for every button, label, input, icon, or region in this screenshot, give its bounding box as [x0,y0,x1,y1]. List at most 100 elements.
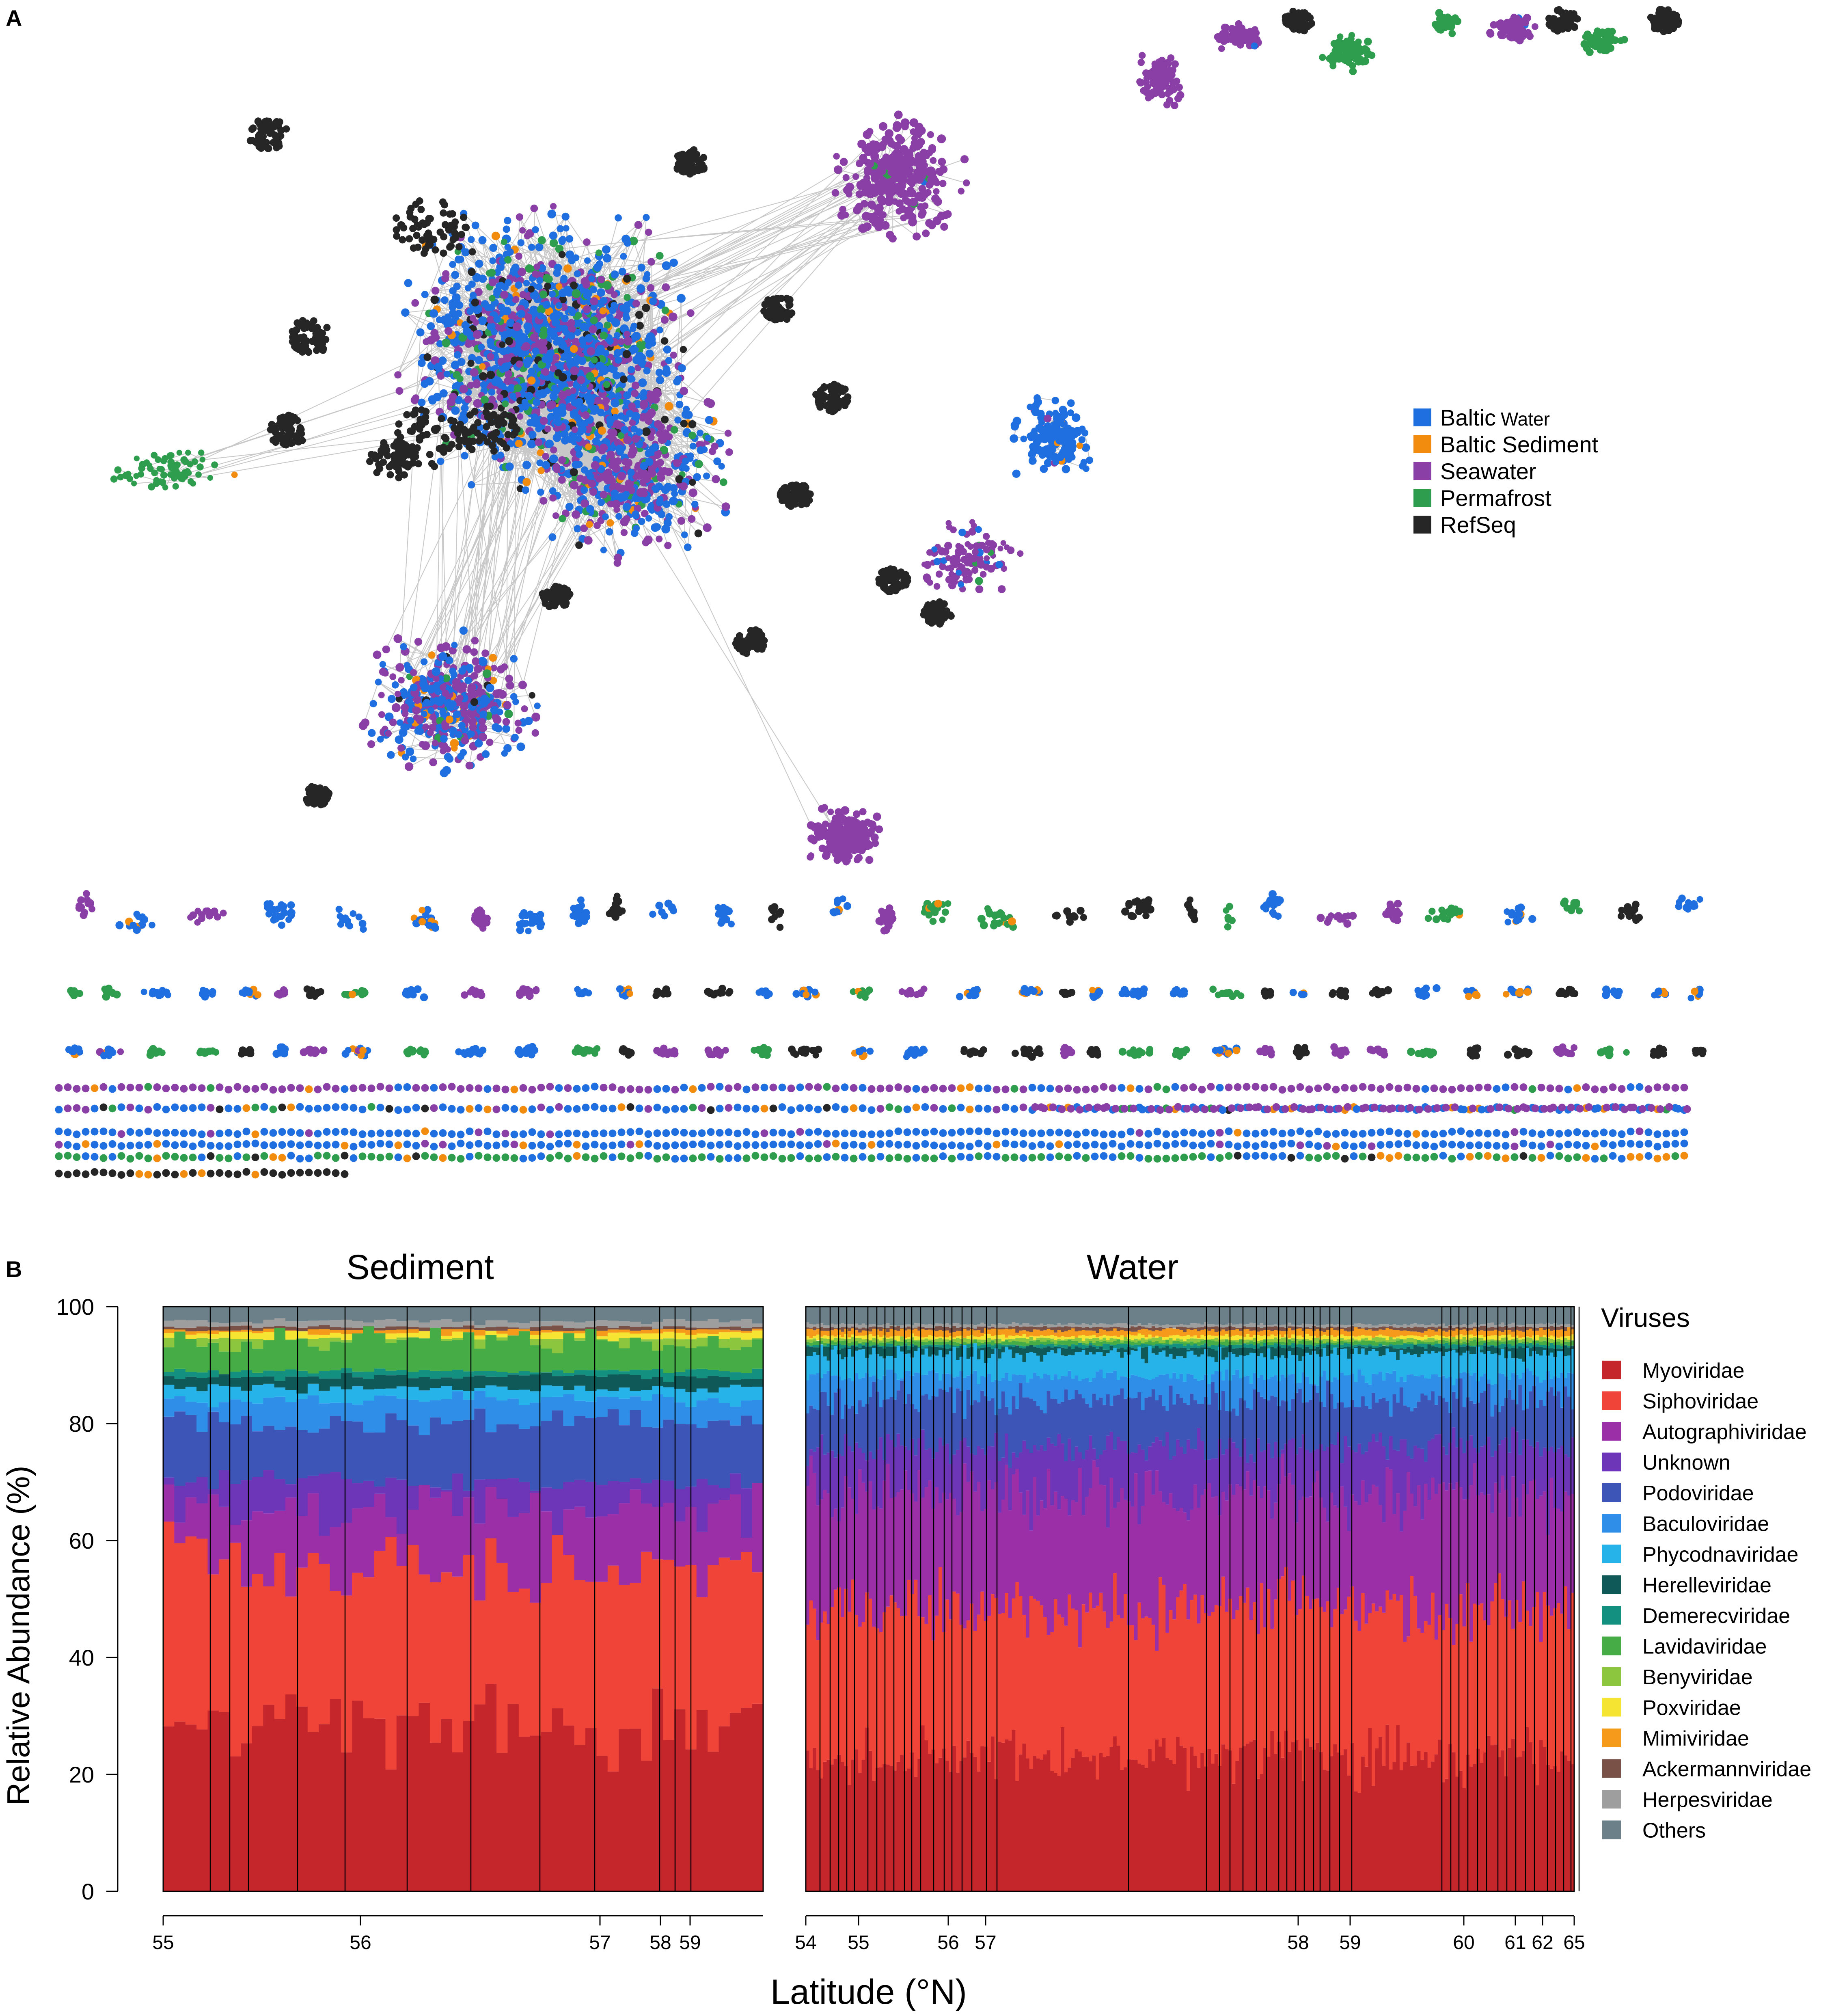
network-node [1221,24,1229,31]
network-node [83,896,91,904]
network-node [766,300,774,308]
network-node [866,128,874,135]
network-node [582,411,590,419]
refseq-cluster [1282,7,1316,35]
network-node [1051,453,1059,462]
network-node [431,287,440,295]
network-node [1034,398,1042,406]
network-node [412,394,420,402]
network-node [542,300,551,309]
network-node [574,328,581,336]
network-node [597,499,605,506]
network-node [393,214,400,222]
network-node [570,366,579,376]
network-node [586,372,594,380]
network-node [691,501,699,508]
network-node [423,232,431,240]
network-node [807,852,815,859]
network-node [910,128,917,135]
network-node [422,418,429,426]
network-node [591,356,598,364]
network-node [964,541,971,547]
small-component [335,905,367,933]
network-node [231,471,238,478]
network-node [898,165,906,173]
network-node [427,729,434,737]
network-node [680,346,687,353]
network-node [525,392,533,400]
network-node [629,376,636,382]
network-node [1486,29,1494,37]
network-node [537,312,544,320]
network-node [267,426,274,434]
network-node [585,397,595,406]
network-node [488,269,496,277]
network-node [511,423,518,430]
network-node [1166,97,1174,104]
network-node [376,465,384,472]
network-node [438,356,447,365]
network-node [661,337,669,345]
network-node [681,531,688,538]
network-node [468,268,476,276]
network-node [879,211,887,218]
network-node [461,736,469,745]
network-node [160,479,166,485]
network-node [459,385,468,393]
network-node [563,225,570,232]
network-node [510,693,518,700]
network-node [131,480,137,486]
network-node [594,396,602,404]
network-node [527,439,536,449]
network-node [409,225,417,232]
network-node [528,285,535,293]
network-node [570,373,578,381]
network-node [565,503,574,511]
top-right-cluster [1136,52,1185,109]
network-node [884,162,892,170]
network-node [291,432,299,440]
network-node [156,466,162,472]
network-node [151,469,158,477]
network-node [703,523,712,532]
top-right-cluster [1431,9,1462,37]
network-node [893,121,902,130]
network-node [963,577,970,583]
network-node [420,220,428,228]
network-node [712,475,720,484]
network-node [1660,28,1668,35]
network-node [421,291,429,298]
network-node [642,427,651,436]
network-node [675,400,684,408]
network-node [688,488,697,497]
network-node [724,430,732,437]
network-node [606,450,615,459]
network-node [522,478,531,486]
network-node [1067,399,1075,407]
network-node [956,569,962,576]
network-node [600,331,608,339]
network-node [552,354,560,361]
network-node [669,496,678,506]
network-node [398,677,405,684]
network-node [481,300,489,308]
network-node [539,290,548,299]
network-node [449,304,456,311]
refseq-cluster [732,626,768,657]
network-node [482,750,490,758]
network-node [752,643,759,650]
small-component [75,890,96,919]
network-node [1051,397,1059,404]
network-node [576,451,583,458]
network-node [602,254,612,263]
network-node [395,387,403,395]
network-node [478,344,485,351]
network-node [865,856,874,864]
network-node [826,828,835,837]
network-node [878,167,886,175]
network-node [514,384,522,392]
network-node [995,561,1003,568]
network-node [479,710,488,718]
network-node [599,443,608,452]
network-node [496,709,503,715]
